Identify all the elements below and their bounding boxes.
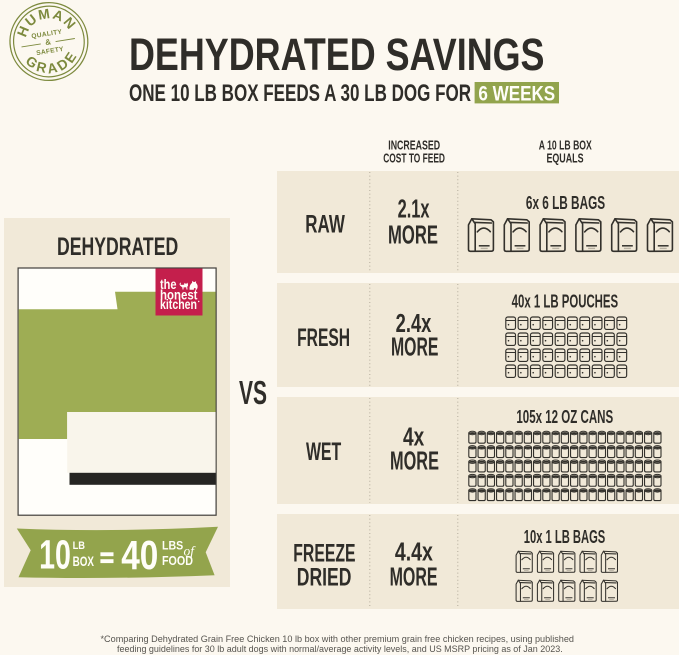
svg-text:2.4x: 2.4x <box>396 310 432 338</box>
svg-text:SAFETY: SAFETY <box>36 46 65 57</box>
svg-text:feeding guidelines for 30 lb a: feeding guidelines for 30 lb adult dogs … <box>117 644 563 654</box>
svg-text:LB: LB <box>73 540 85 552</box>
svg-text:EQUALS: EQUALS <box>546 150 583 165</box>
svg-text:FRESH: FRESH <box>297 324 350 352</box>
svg-text:10: 10 <box>39 532 71 578</box>
svg-text:40x 1 LB POUCHES: 40x 1 LB POUCHES <box>512 291 619 311</box>
svg-text:QUALITY: QUALITY <box>31 28 63 40</box>
svg-text:*Comparing Dehydrated Grain Fr: *Comparing Dehydrated Grain Free Chicken… <box>101 634 575 644</box>
svg-text:BOX: BOX <box>73 554 95 569</box>
svg-text:of: of <box>184 544 197 559</box>
svg-text:MORE: MORE <box>391 334 438 362</box>
svg-text:DEHYDRATED: DEHYDRATED <box>57 233 178 261</box>
svg-text:kitchen: kitchen <box>160 297 197 312</box>
svg-text:ONE 10 LB BOX FEEDS A 30 LB DO: ONE 10 LB BOX FEEDS A 30 LB DOG FOR <box>129 80 471 107</box>
svg-text:VS: VS <box>239 374 267 411</box>
svg-text:INCREASED: INCREASED <box>388 138 440 153</box>
svg-text:2.1x: 2.1x <box>398 196 430 224</box>
svg-text:DEHYDRATED SAVINGS: DEHYDRATED SAVINGS <box>129 29 545 80</box>
svg-text:MORE: MORE <box>390 448 439 476</box>
svg-text:DRIED: DRIED <box>297 563 352 591</box>
svg-text:10x 1 LB BAGS: 10x 1 LB BAGS <box>524 527 606 547</box>
svg-text:6x 6 LB BAGS: 6x 6 LB BAGS <box>526 193 605 213</box>
svg-text:FREEZE: FREEZE <box>293 540 355 568</box>
svg-text:COST TO FEED: COST TO FEED <box>383 151 445 166</box>
svg-text:the: the <box>160 277 177 292</box>
svg-text:LBS: LBS <box>162 539 183 553</box>
svg-text:6 WEEKS: 6 WEEKS <box>478 82 555 106</box>
svg-text:4x: 4x <box>403 423 424 451</box>
svg-text:MORE: MORE <box>388 221 438 249</box>
svg-text:105x 12 OZ CANS: 105x 12 OZ CANS <box>516 407 613 427</box>
svg-text:honest: honest <box>160 288 198 303</box>
svg-text:40: 40 <box>121 532 158 578</box>
svg-text:FOOD: FOOD <box>162 553 193 568</box>
svg-text:RAW: RAW <box>305 210 345 238</box>
svg-text:4.4x: 4.4x <box>395 538 433 566</box>
svg-text:WET: WET <box>306 438 342 466</box>
svg-text:A 10 LB BOX: A 10 LB BOX <box>539 138 592 153</box>
svg-text:&: & <box>45 37 52 47</box>
svg-text:MORE: MORE <box>390 564 438 592</box>
